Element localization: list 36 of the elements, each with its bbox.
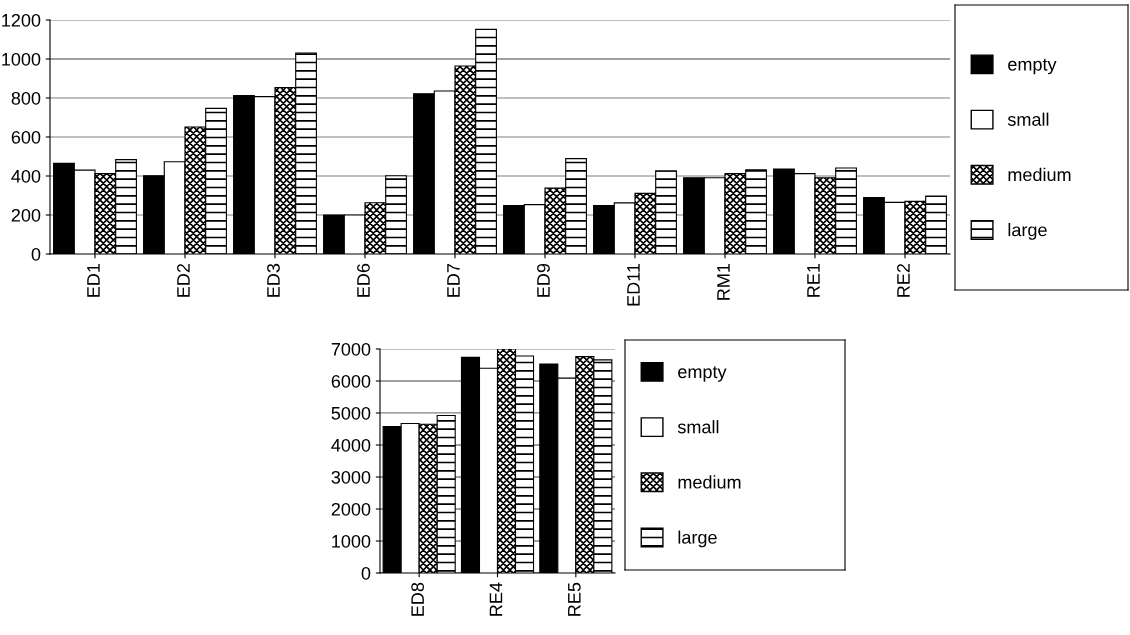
y-tick-label: 4000 <box>331 438 371 452</box>
legend-label: large <box>678 530 717 548</box>
y-tick-label: 800 <box>11 91 41 105</box>
legend-label: small <box>677 420 719 434</box>
x-tick-label: ED3 <box>267 263 280 297</box>
legend-label: empty <box>678 366 727 382</box>
y-tick-label: 6000 <box>331 374 371 388</box>
legend-label: large <box>1008 223 1047 240</box>
x-tick-label: ED9 <box>537 263 550 297</box>
legend-label: empty <box>1008 58 1057 75</box>
y-tick-label: 200 <box>11 208 41 222</box>
legend-label: small <box>1007 112 1049 126</box>
y-tick-label: 0 <box>361 566 371 580</box>
x-tick-label: ED8 <box>411 582 425 616</box>
y-tick-label: 7000 <box>331 342 371 356</box>
y-tick-label: 1000 <box>332 534 371 548</box>
y-tick-label: 2000 <box>331 502 371 516</box>
y-tick-label: 600 <box>11 130 41 144</box>
legend-label: medium <box>678 475 741 489</box>
x-tick-label: ED7 <box>447 263 460 297</box>
y-tick-label: 5000 <box>331 406 371 420</box>
x-tick-label: ED11 <box>627 263 640 306</box>
y-tick-label: 1200 <box>2 13 41 27</box>
x-tick-label: RE2 <box>897 263 910 297</box>
x-tick-label: ED1 <box>87 263 100 297</box>
x-tick-label: ED2 <box>177 263 190 297</box>
y-tick-label: 1000 <box>2 52 41 66</box>
legend-label: medium <box>1008 167 1071 182</box>
x-tick-label: ED6 <box>357 263 370 297</box>
y-tick-label: 400 <box>11 169 41 183</box>
x-tick-label: RM1 <box>717 263 730 300</box>
x-tick-label: RE1 <box>807 263 820 297</box>
x-tick-label: RE4 <box>489 582 503 616</box>
y-tick-label: 0 <box>31 247 41 261</box>
x-tick-label: RE5 <box>568 582 581 616</box>
y-tick-label: 3000 <box>331 470 371 484</box>
